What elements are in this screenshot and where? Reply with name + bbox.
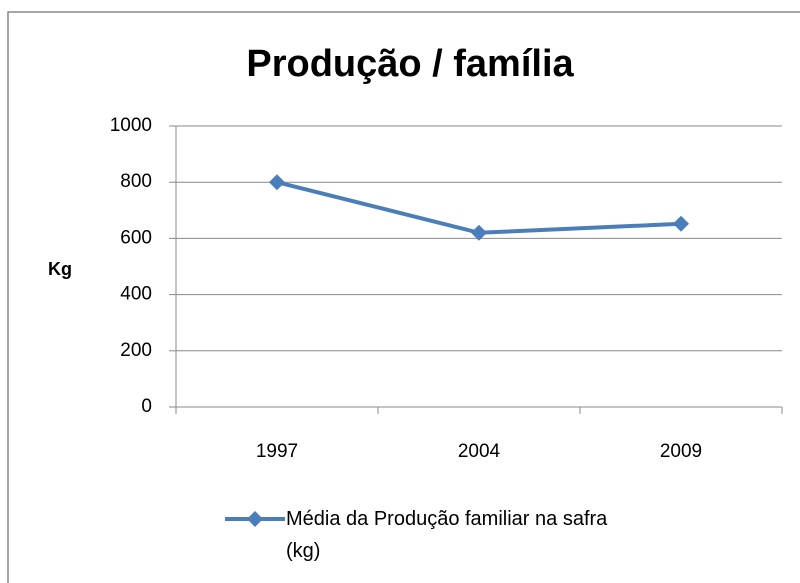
legend-marker (247, 511, 263, 527)
chart-title: Produção / família (246, 43, 574, 85)
point-marker (471, 224, 487, 241)
y-tick-label: 1000 (110, 115, 152, 136)
y-tick-label: 600 (120, 227, 152, 248)
x-tick-label: 2004 (458, 441, 501, 462)
y-axis-label: Kg (48, 259, 72, 279)
y-tick-label: 800 (120, 171, 152, 192)
legend-label: Média da Produção familiar na safra (kg) (286, 508, 608, 562)
point-marker (269, 174, 285, 191)
y-tick-label: 400 (120, 284, 152, 305)
y-tick-label: 0 (141, 396, 152, 417)
point-marker (673, 215, 689, 232)
x-tick-label: 1997 (256, 441, 298, 462)
x-tick-label: 2009 (660, 441, 702, 462)
y-tick-label: 200 (120, 340, 152, 361)
chart-border (7, 11, 800, 583)
